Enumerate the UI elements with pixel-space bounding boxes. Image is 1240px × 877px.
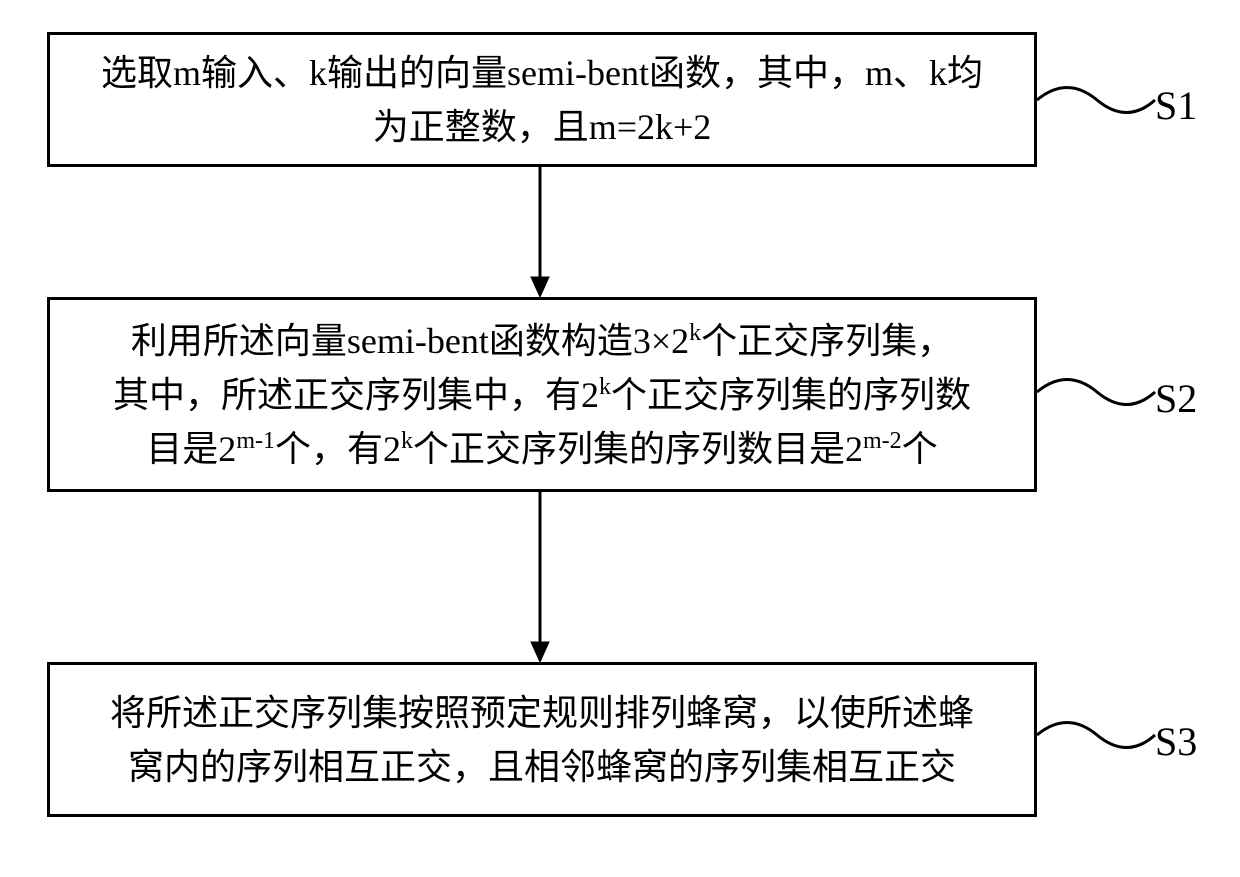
arrow-s2-to-s3	[525, 492, 555, 662]
connector-s2	[1037, 367, 1157, 417]
step-box-s3: 将所述正交序列集按照预定规则排列蜂窝，以使所述蜂 窝内的序列相互正交，且相邻蜂窝…	[47, 662, 1037, 817]
connector-s3	[1037, 710, 1157, 760]
step-label-s3: S3	[1155, 718, 1197, 765]
step-label-s1: S1	[1155, 82, 1197, 129]
step-text-s1: 选取m输入、k输出的向量semi-bent函数，其中，m、k均 为正整数，且m=…	[101, 46, 983, 154]
arrow-s1-to-s2	[525, 167, 555, 297]
step-box-s2: 利用所述向量semi-bent函数构造3×2k个正交序列集， 其中，所述正交序列…	[47, 297, 1037, 492]
step-label-s2: S2	[1155, 375, 1197, 422]
connector-s1	[1037, 75, 1157, 125]
step-text-s2: 利用所述向量semi-bent函数构造3×2k个正交序列集， 其中，所述正交序列…	[113, 314, 971, 476]
step-text-s3: 将所述正交序列集按照预定规则排列蜂窝，以使所述蜂 窝内的序列相互正交，且相邻蜂窝…	[110, 686, 974, 794]
flowchart-diagram: 选取m输入、k输出的向量semi-bent函数，其中，m、k均 为正整数，且m=…	[0, 0, 1240, 877]
step-box-s1: 选取m输入、k输出的向量semi-bent函数，其中，m、k均 为正整数，且m=…	[47, 32, 1037, 167]
